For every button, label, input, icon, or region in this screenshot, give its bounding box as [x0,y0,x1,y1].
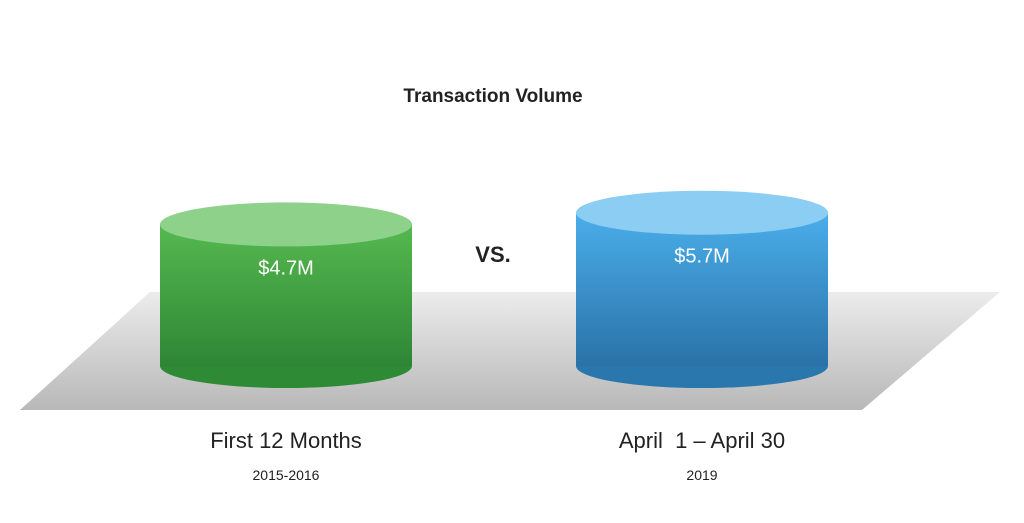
cylinder-bar-green: $4.7M [160,202,412,388]
vs-label: VS. [475,242,510,267]
value-label-green: $4.7M [258,257,314,279]
category-sublabel-2015-2016: 2015-2016 [253,467,320,483]
chart-title: Transaction Volume [403,86,582,107]
category-sublabel-2019: 2019 [686,467,717,483]
cylinder-bar-blue: $5.7M [576,190,828,388]
category-label-april: April 1 – April 30 [619,428,785,453]
cylinder-top-green [160,202,412,247]
cylinder-body-blue [576,212,828,366]
cylinder-top-blue [576,190,828,235]
bars-layer: $4.7M $5.7M [160,190,828,388]
value-label-blue: $5.7M [674,246,730,268]
category-label-first-12-months: First 12 Months [210,428,362,453]
cylinder-body-green [160,224,412,366]
